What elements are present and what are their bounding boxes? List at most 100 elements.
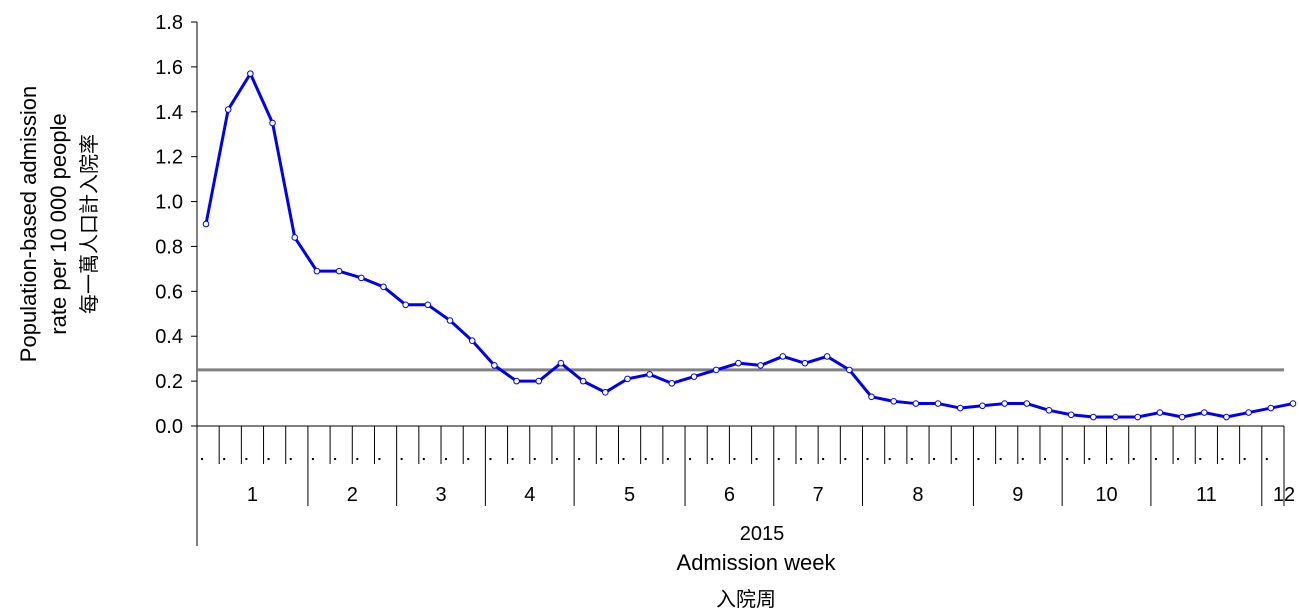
week-dot	[289, 458, 292, 460]
data-point	[1045, 406, 1053, 414]
series-group	[202, 70, 1297, 421]
data-point	[513, 377, 520, 385]
data-point	[202, 220, 210, 228]
week-dot	[467, 458, 470, 460]
data-point	[646, 371, 653, 378]
y-tick-label: 1.4	[155, 102, 183, 124]
week-dot	[378, 458, 381, 460]
week-dot	[1088, 458, 1091, 460]
week-dot	[955, 458, 958, 460]
x-axis-title: Admission week	[677, 550, 837, 575]
data-point	[1178, 413, 1186, 421]
month-label: 1	[247, 484, 258, 506]
data-point	[624, 375, 631, 383]
data-point	[801, 359, 809, 367]
week-dot	[533, 458, 536, 460]
data-point	[402, 301, 409, 309]
data-point	[1023, 400, 1031, 407]
data-point	[1112, 413, 1119, 421]
month-label: 12	[1273, 484, 1295, 506]
month-label: 2	[347, 484, 358, 506]
month-label: 11	[1196, 484, 1217, 506]
data-point	[557, 359, 565, 367]
data-point	[468, 337, 476, 345]
week-dot	[578, 458, 581, 460]
data-point	[979, 402, 986, 410]
week-dot	[1132, 458, 1135, 460]
y-axis: 0.0 0.2 0.4 0.6 0.8 1.0 1.2 1.4 1.6 1.8	[155, 12, 198, 546]
week-dot	[1110, 458, 1113, 460]
data-point	[823, 353, 831, 360]
week-dot	[555, 458, 558, 460]
month-label: 5	[624, 484, 635, 506]
week-dot	[999, 458, 1002, 460]
week-dot	[400, 458, 403, 460]
y-axis-title-line-1: Population-based admission	[16, 86, 41, 362]
week-dot	[223, 458, 226, 460]
y-tick-label: 0.2	[155, 371, 183, 393]
week-dot	[844, 458, 847, 460]
week-dot	[445, 458, 448, 460]
y-tick-label: 1.6	[155, 57, 183, 79]
week-dot	[1177, 458, 1180, 460]
y-tick-label: 1.8	[155, 12, 183, 34]
data-point	[579, 377, 587, 385]
month-label: 3	[435, 484, 446, 506]
y-tick-label: 0.0	[155, 416, 183, 438]
week-dot	[1243, 458, 1246, 460]
week-dot	[644, 458, 647, 460]
y-tick-label: 1.2	[155, 147, 183, 169]
data-point	[535, 377, 543, 385]
week-dot	[1066, 458, 1069, 460]
month-label: 4	[524, 484, 535, 506]
x-axis-year-label: 2015	[740, 523, 785, 545]
data-point	[934, 400, 942, 407]
month-label: 8	[912, 484, 923, 506]
data-point	[424, 301, 432, 309]
data-point	[1245, 409, 1252, 416]
week-dot	[311, 458, 314, 460]
data-point	[380, 283, 387, 291]
week-dot	[777, 458, 780, 460]
week-dot	[489, 458, 492, 460]
y-tick-label: 0.4	[155, 326, 183, 348]
data-point	[446, 317, 454, 324]
week-dot	[1021, 458, 1024, 460]
data-point	[912, 400, 920, 407]
data-point	[269, 119, 276, 127]
data-point	[1200, 409, 1208, 416]
week-dot	[356, 458, 359, 460]
data-point	[313, 267, 321, 275]
data-point	[1289, 400, 1297, 407]
data-point	[690, 373, 698, 380]
week-dot	[334, 458, 337, 460]
x-axis: 1 2 3 4 5 6 7 8 9 10 11 12	[197, 425, 1295, 506]
y-axis-title: Population-based admission rate per 10 0…	[16, 86, 101, 362]
week-dot	[666, 458, 669, 460]
data-point	[1134, 413, 1142, 421]
data-point	[1156, 409, 1164, 416]
data-point	[712, 366, 720, 374]
week-dot	[711, 458, 714, 460]
data-point	[602, 389, 609, 396]
data-point	[735, 359, 742, 367]
week-dot	[977, 458, 980, 460]
y-tick-label: 0.6	[155, 281, 183, 303]
week-dot	[799, 458, 802, 460]
month-label: 9	[1012, 484, 1023, 506]
data-point	[668, 380, 676, 387]
data-point	[868, 393, 875, 401]
month-label: 6	[724, 484, 735, 506]
month-label: 10	[1095, 484, 1117, 506]
data-point	[247, 70, 254, 77]
week-dot	[511, 458, 514, 460]
week-dot	[245, 458, 248, 460]
week-dot	[622, 458, 625, 460]
data-point	[1001, 400, 1008, 407]
series-line	[204, 72, 1294, 419]
data-point	[335, 267, 343, 275]
data-point	[291, 234, 299, 241]
data-point	[757, 362, 764, 369]
week-dot	[1199, 458, 1202, 460]
